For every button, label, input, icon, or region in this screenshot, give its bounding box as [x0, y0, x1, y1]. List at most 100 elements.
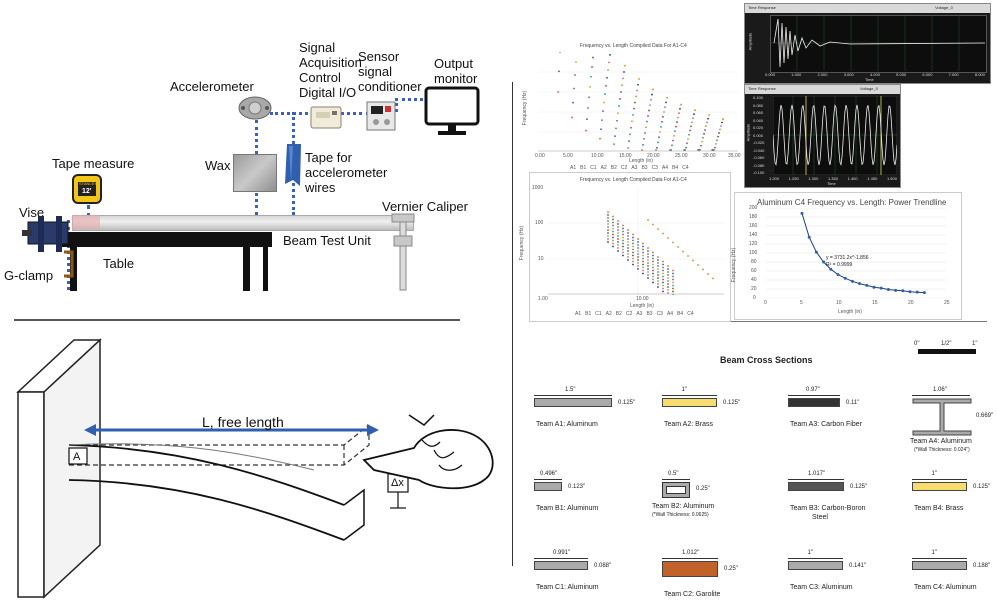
plot2-point: [627, 238, 629, 240]
cs-shape: [788, 398, 840, 407]
cs-team-label: Team C4: Aluminum: [914, 584, 977, 591]
scope1-waveform: [770, 15, 985, 71]
cs-height-label: 0.125": [723, 399, 741, 406]
plot2-point: [667, 268, 669, 270]
plot2-legend-item: B3: [646, 311, 653, 317]
plot1-point: [623, 71, 625, 73]
label-conditioner: conditioner: [358, 79, 422, 94]
cs-team-label: Team A2: Brass: [664, 421, 714, 428]
cs-width-dimline: [788, 395, 840, 396]
plot1-point: [631, 120, 633, 123]
plot1-point: [713, 149, 715, 151]
plot2-point: [647, 250, 649, 252]
plot1-point: [672, 139, 674, 142]
plot2-point: [662, 269, 664, 272]
plot2-legend-item: C1: [595, 311, 602, 317]
plot2-point: [677, 246, 679, 248]
cs-width-label: 1": [681, 387, 687, 393]
cs-hollow-inner: [666, 486, 686, 494]
plot1-point: [633, 107, 635, 110]
label-control: Control: [299, 70, 341, 85]
plot1-point: [572, 101, 574, 104]
plot2-point: [672, 275, 674, 278]
table-top: [60, 232, 272, 247]
plot1-point: [673, 134, 675, 137]
cs-team-label: Team A4: Aluminum: [910, 438, 972, 445]
label-accelerometer: Accelerometer: [170, 79, 254, 94]
plot2-point: [662, 263, 664, 266]
trend-xtick: 25: [944, 300, 950, 306]
plot2-point: [632, 245, 634, 248]
trend-r2: R² = 0.9999: [826, 262, 853, 268]
scope1-ylabel: Amplitude: [747, 32, 753, 51]
plot1-point: [706, 121, 708, 124]
scope1-xlabel: Time: [865, 77, 874, 82]
plot2-point: [692, 259, 694, 262]
cs-width-label: 1.017": [808, 471, 826, 477]
cs-width-label: 0.496": [540, 471, 558, 477]
plot2-point: [622, 242, 624, 245]
plot2-xlabel: Length (in): [630, 303, 654, 309]
label-g-clamp: G-clamp: [4, 268, 54, 283]
plot2-point: [612, 224, 614, 227]
plot2-point: [667, 237, 669, 239]
plot1-point: [691, 121, 693, 124]
plot1-xlabel: Length (in): [629, 158, 653, 164]
plot2-point: [657, 277, 659, 279]
plot2-point: [672, 284, 674, 287]
scope1-xtick: 4.000: [869, 72, 880, 77]
right-horizontal-divider: [532, 321, 987, 322]
plot2-point: [657, 280, 659, 282]
free-length-label: L, free length: [202, 414, 284, 430]
plot1-point: [679, 107, 681, 110]
plot1-point: [651, 93, 653, 96]
scope1-xticks: 0.000 1.000 2.000 3.000 4.000 5.000 6.00…: [765, 72, 985, 77]
accelerometer-tape-image: [285, 144, 301, 186]
plot2-point: [607, 241, 609, 243]
plot1-point: [601, 119, 603, 122]
plot1-point: [615, 127, 617, 130]
plot2-point: [637, 256, 639, 258]
plot2-point: [652, 278, 654, 281]
plot2-point: [627, 241, 629, 243]
cs-height-label: 0.088": [594, 562, 612, 569]
label-wax: Wax: [205, 158, 231, 173]
plot2-point: [712, 277, 714, 280]
plot2-point: [642, 245, 644, 248]
scope2-ytick: -0.020: [753, 140, 765, 145]
scope1-title: Time Response: [748, 5, 776, 10]
trend-data-point: [879, 286, 883, 290]
plot2-point: [652, 263, 654, 266]
plot1-point: [643, 137, 645, 140]
plot2-point: [622, 230, 624, 233]
scope2-xtick: 1.300: [808, 176, 819, 181]
tape-measure-image: [72, 174, 102, 204]
plot2-point: [622, 254, 624, 257]
cs-width-label: 0.5": [668, 471, 679, 477]
plot2-point: [612, 236, 614, 239]
plot2-xtick: 1.00: [538, 296, 548, 302]
plot2-ylabel: Frequency (Hz): [519, 225, 526, 261]
plot1-point: [663, 111, 665, 113]
plot2-legend-item: A2: [605, 311, 612, 317]
plot1-point: [647, 115, 649, 117]
plot2-point: [662, 275, 664, 278]
plot2-point: [612, 221, 614, 224]
label-signal-2: signal: [358, 64, 392, 79]
center-vertical-divider: [512, 82, 513, 566]
cs-note-label: (*Wall Thickness: 0.0625): [652, 512, 709, 518]
plot2-point: [652, 257, 654, 260]
trend-data-point: [807, 235, 811, 239]
plot2-point: [607, 226, 609, 228]
cs-shape: [662, 561, 718, 577]
scope2-xtick: 1.500: [886, 176, 897, 181]
plot1-point: [575, 61, 577, 63]
plot2-point: [667, 271, 669, 273]
plot1-point: [687, 138, 689, 140]
plot2-title: Frequency vs. Length Compiled Data For A…: [580, 177, 687, 183]
plot1-point: [717, 135, 719, 138]
scope2-xlabel: Time: [827, 181, 836, 186]
trend-ytick: 200: [749, 205, 758, 211]
plot1-point: [600, 128, 602, 131]
plot2-point: [632, 236, 634, 239]
